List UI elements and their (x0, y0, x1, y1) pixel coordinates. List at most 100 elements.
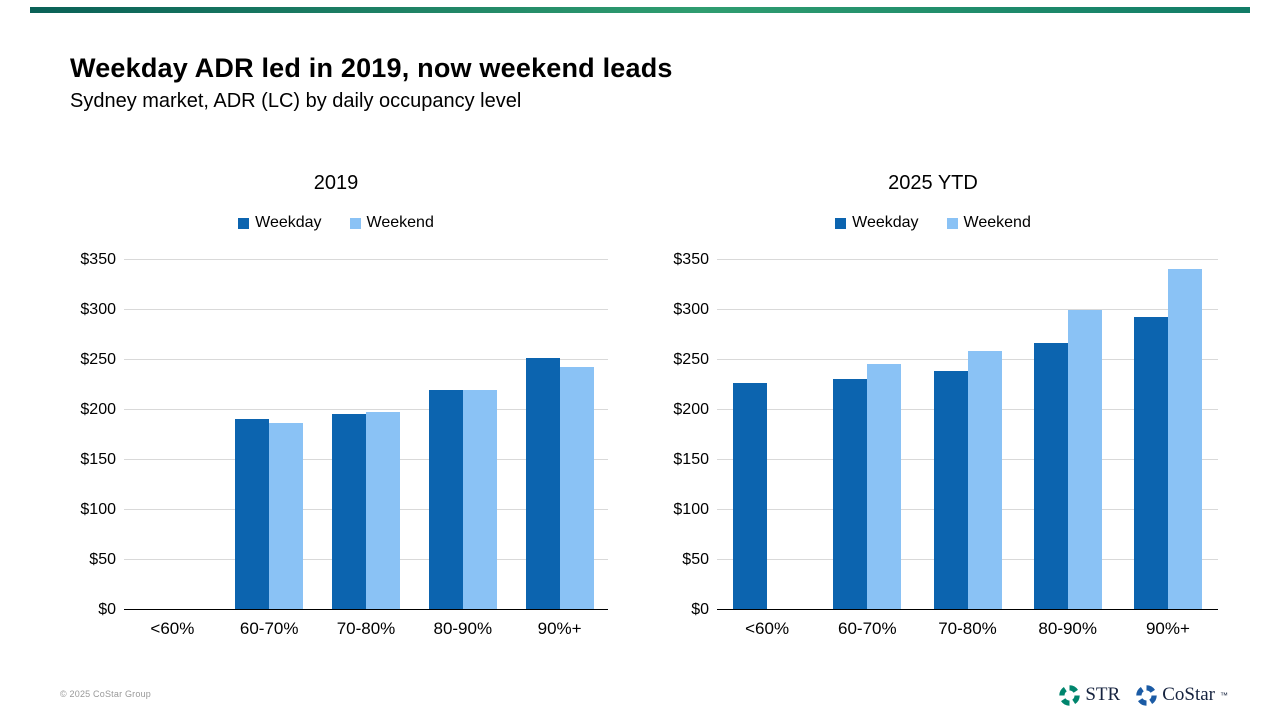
y-tick-label: $150 (673, 451, 709, 468)
category-group-70-80% (318, 260, 415, 610)
costar-pinwheel-icon (1136, 684, 1157, 706)
gridline (717, 259, 1218, 260)
chart-legend: Weekday Weekend (648, 212, 1218, 234)
y-tick-label: $150 (80, 451, 116, 468)
category-group-<60% (717, 260, 817, 610)
plot-area: $350 $300 $250 $200 $150 $100 $50 $0 <60% 60-70%… (64, 251, 608, 638)
bar-weekend-80-90% (462, 390, 497, 610)
category-group-60-70% (817, 260, 917, 610)
x-tick-label: 70-80% (938, 619, 997, 638)
bar-weekend-70-80% (365, 412, 400, 610)
slide-subtitle: Sydney market, ADR (LC) by daily occupan… (70, 90, 522, 112)
x-tick-label: <60% (150, 619, 195, 638)
legend-item-weekday: Weekday (835, 214, 919, 232)
bar-weekend-70-80% (967, 351, 1002, 610)
x-tick-label: 90%+ (537, 619, 582, 638)
legend-item-weekend: Weekend (946, 214, 1031, 232)
brand-logos: STR CoStar ™ (1059, 682, 1228, 708)
legend-label: Weekday (852, 214, 919, 231)
y-tick-label: $200 (80, 401, 116, 418)
gridline (124, 409, 608, 410)
y-tick-label: $300 (80, 301, 116, 318)
x-tick-label: <60% (745, 619, 790, 638)
costar-logo-text: CoStar (1162, 684, 1215, 705)
plot-area: $350 $300 $250 $200 $150 $100 $50 $0 <60% 60-70%… (648, 251, 1218, 638)
legend-swatch-weekend (349, 217, 361, 229)
footer-copyright: © 2025 CoStar Group (60, 689, 151, 699)
top-accent-bar (30, 7, 1250, 13)
chart-title-2019: 2019 (313, 172, 359, 194)
bar-weekday-70-80% (331, 414, 366, 610)
y-tick-label: $0 (691, 601, 709, 618)
x-axis-labels: <60% 60-70% 70-80% 80-90% 90%+ (717, 619, 1218, 639)
bar-weekend-90%+ (559, 367, 594, 610)
bars-row (717, 260, 1218, 610)
x-axis-line (124, 609, 608, 610)
bar-weekday-90%+ (525, 358, 560, 610)
category-group-80-90% (414, 260, 511, 610)
category-group-60-70% (221, 260, 318, 610)
bar-weekend-80-90% (1067, 310, 1102, 610)
y-tick-label: $250 (80, 351, 116, 368)
y-tick-label: $50 (682, 551, 709, 568)
bar-weekday-90%+ (1133, 317, 1168, 610)
gridline (717, 309, 1218, 310)
x-tick-label: 60-70% (838, 619, 897, 638)
category-group-70-80% (917, 260, 1017, 610)
legend-item-weekend: Weekend (349, 214, 434, 232)
category-group-80-90% (1018, 260, 1118, 610)
str-logo-text: STR (1085, 684, 1121, 705)
bar-weekend-60-70% (269, 423, 304, 610)
bar-weekday-80-90% (428, 390, 463, 610)
y-tick-label: $250 (673, 351, 709, 368)
bar-weekend-60-70% (867, 364, 902, 610)
plot-grid (717, 259, 1218, 610)
y-axis-labels: $350 $300 $250 $200 $150 $100 $50 $0 (648, 251, 709, 618)
category-group-<60% (124, 260, 221, 610)
x-tick-label: 90%+ (1145, 619, 1190, 638)
gridline (124, 309, 608, 310)
costar-trademark: ™ (1220, 690, 1228, 700)
y-tick-label: $350 (673, 251, 709, 268)
chart-panel-2025-ytd: 2025 YTD Weekday Weekend $350 $300 $250 $200… (648, 170, 1218, 650)
x-tick-label: 60-70% (239, 619, 299, 638)
x-tick-label: 80-90% (1038, 619, 1098, 638)
bars-row (124, 260, 608, 610)
legend-swatch-weekday (238, 217, 250, 229)
y-axis-labels: $350 $300 $250 $200 $150 $100 $50 $0 (64, 251, 116, 618)
legend-label: Weekend (366, 214, 434, 231)
category-group-90%+ (1118, 260, 1218, 610)
y-tick-label: $100 (673, 501, 709, 518)
y-tick-label: $200 (673, 401, 709, 418)
gridline (124, 259, 608, 260)
legend-label: Weekend (963, 214, 1031, 231)
bar-weekday-<60% (733, 383, 768, 610)
legend-item-weekday: Weekday (238, 214, 322, 232)
slide-title: Weekday ADR led in 2019, now weekend lea… (70, 53, 673, 83)
chart-legend: Weekday Weekend (64, 212, 608, 234)
bar-weekday-80-90% (1033, 343, 1068, 610)
y-tick-label: $0 (98, 601, 116, 618)
legend-label: Weekday (255, 214, 322, 231)
costar-logo: CoStar ™ (1136, 684, 1228, 706)
str-logo: STR (1059, 684, 1120, 706)
y-tick-label: $350 (80, 251, 116, 268)
y-tick-label: $100 (80, 501, 116, 518)
legend-swatch-weekend (946, 217, 958, 229)
y-tick-label: $300 (673, 301, 709, 318)
category-group-90%+ (511, 260, 608, 610)
bar-weekday-70-80% (933, 371, 968, 610)
gridline (124, 359, 608, 360)
chart-title-2025-ytd: 2025 YTD (888, 172, 978, 194)
plot-grid (124, 259, 608, 610)
legend-swatch-weekday (835, 217, 847, 229)
str-pinwheel-icon (1059, 684, 1081, 706)
bar-weekday-60-70% (833, 379, 868, 610)
bar-weekday-60-70% (235, 419, 270, 610)
chart-panel-2019: 2019 Weekday Weekend $350 $300 $250 $200 $150… (64, 170, 608, 650)
bar-weekend-90%+ (1167, 269, 1202, 610)
x-axis-labels: <60% 60-70% 70-80% 80-90% 90%+ (124, 619, 608, 639)
x-tick-label: 70-80% (336, 619, 396, 638)
y-tick-label: $50 (89, 551, 116, 568)
x-axis-line (717, 609, 1218, 610)
